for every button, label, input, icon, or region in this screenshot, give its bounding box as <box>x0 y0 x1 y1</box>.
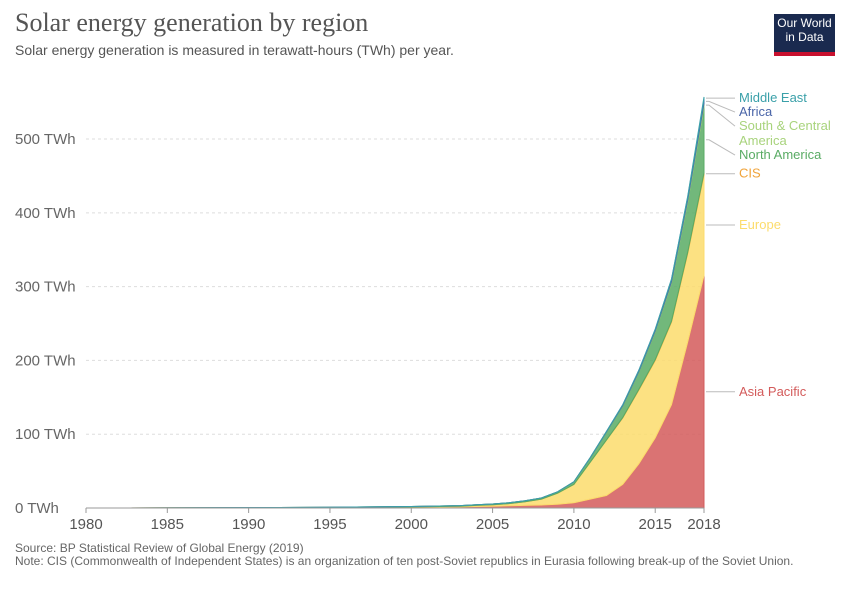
y-tick-label: 400 TWh <box>15 205 76 222</box>
legend-connector <box>706 100 736 113</box>
chart-footer: Source: BP Statistical Review of Global … <box>15 542 815 568</box>
y-tick-label: 300 TWh <box>15 279 76 296</box>
y-tick-label: 200 TWh <box>15 352 76 369</box>
area-europe <box>85 174 705 509</box>
legend-label-middle-east: Middle East <box>739 90 807 105</box>
y-tick-label: 100 TWh <box>15 426 76 443</box>
x-tick-label: 1990 <box>232 516 265 533</box>
area-series <box>85 96 705 509</box>
logo-line-1: Our World <box>777 16 832 30</box>
logo-line-2: in Data <box>785 30 824 44</box>
legend-label-cis: CIS <box>739 166 761 181</box>
x-tick-label: 2000 <box>395 516 428 533</box>
legend-label-asia-pacific: Asia Pacific <box>739 384 807 399</box>
y-tick-label: 500 TWh <box>15 131 76 148</box>
x-tick-label: 1995 <box>313 516 346 533</box>
x-tick-label: 1980 <box>69 516 102 533</box>
legend-label-africa: Africa <box>739 104 773 119</box>
grid-lines <box>86 138 704 435</box>
y-tick-label: 0 TWh <box>15 500 59 517</box>
owid-logo[interactable]: Our World in Data <box>774 14 835 56</box>
x-tick-label: 2015 <box>639 516 672 533</box>
definition-note: Note: CIS (Commonwealth of Independent S… <box>15 554 794 568</box>
legend-label-north-america: North America <box>739 147 822 162</box>
x-tick-label: 2005 <box>476 516 509 533</box>
x-tick-label: 2018 <box>687 516 720 533</box>
source-note: Source: BP Statistical Review of Global … <box>15 541 304 555</box>
area-middle-east <box>85 96 705 509</box>
chart-title: Solar energy generation by region <box>15 8 369 37</box>
area-chart: 0 TWh 100 TWh 200 TWh 300 TWh 400 TWh 500 TWh… <box>15 90 831 533</box>
legend-connector <box>706 139 736 156</box>
axes: 0 TWh 100 TWh 200 TWh 300 TWh 400 TWh 500 TWh… <box>15 131 721 533</box>
x-tick-label: 2010 <box>557 516 590 533</box>
legend-connector <box>706 104 736 127</box>
legend-label-europe: Europe <box>739 217 781 232</box>
x-tick-label: 1985 <box>151 516 184 533</box>
legend-label-south-central-america: America <box>739 133 787 148</box>
chart-subtitle: Solar energy generation is measured in t… <box>15 42 454 58</box>
legend-label-south-central-america: South & Central <box>739 118 831 133</box>
